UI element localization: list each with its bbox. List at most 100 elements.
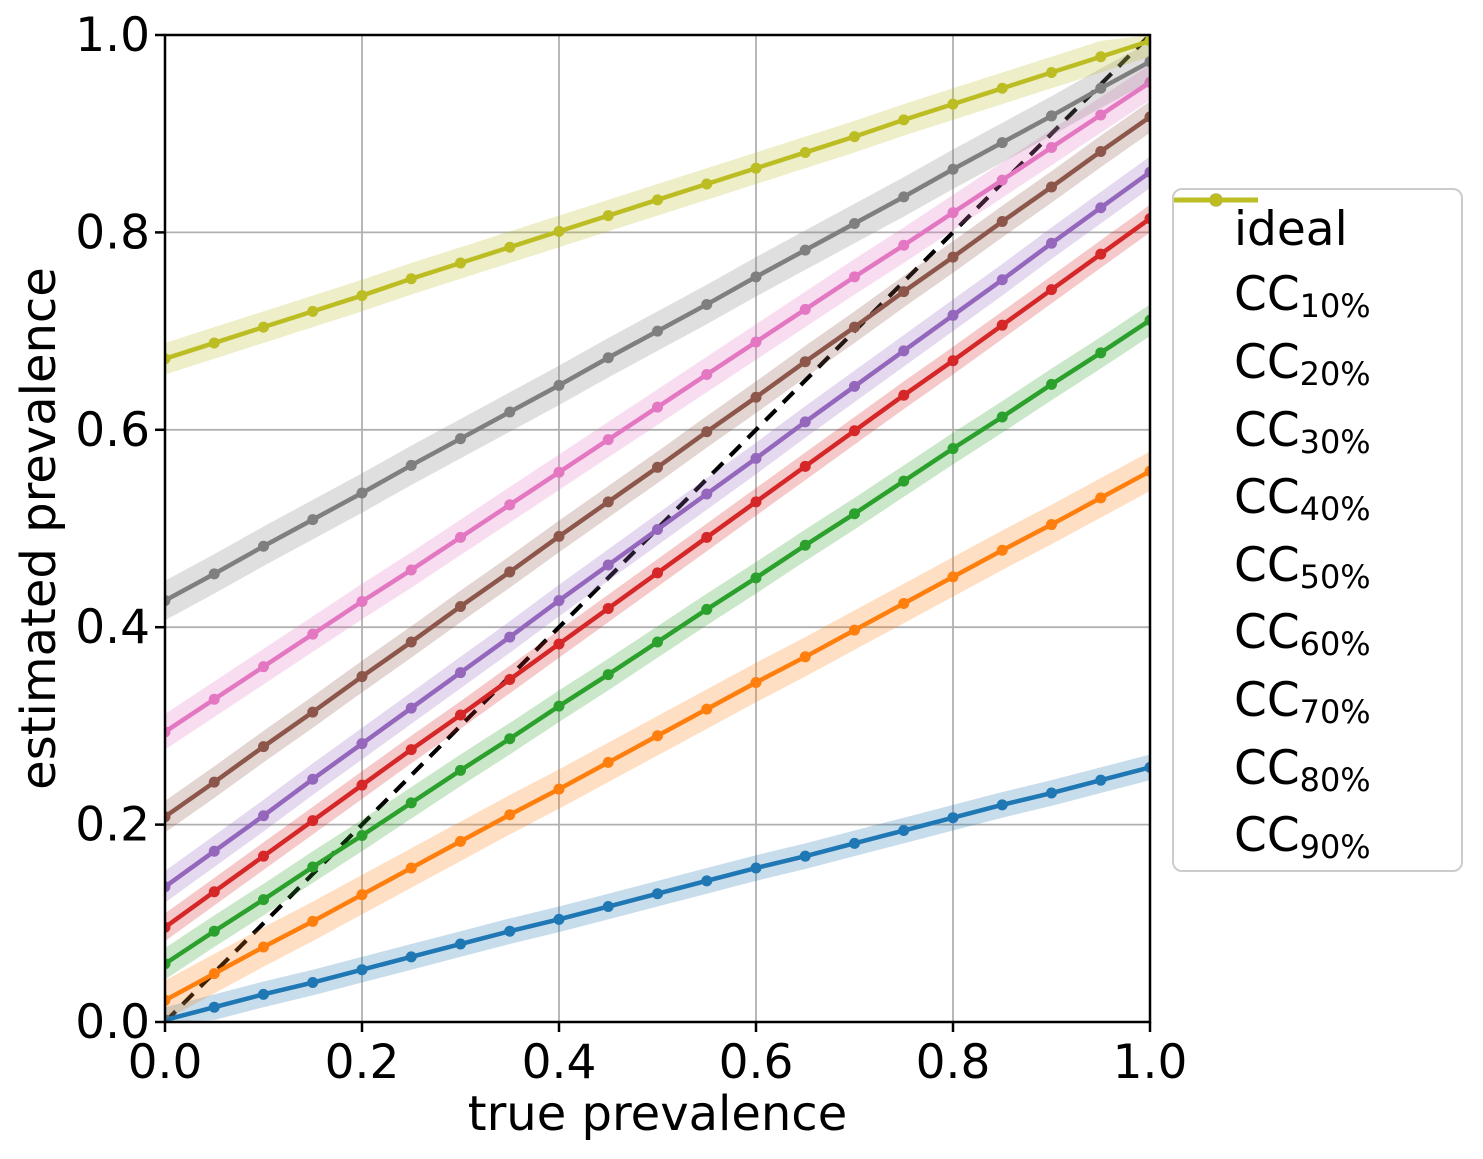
legend: ideal CC10% CC20% CC30% CC40% CC50% CC60% CC70%… xyxy=(1172,188,1463,872)
legend-row-cc-30pct: CC30% xyxy=(1174,193,1461,467)
marker-cc-20pct xyxy=(356,889,368,901)
marker-cc-40pct xyxy=(602,602,614,614)
y-tick-label: 0.6 xyxy=(75,403,150,458)
marker-cc-10pct xyxy=(652,888,663,900)
marker-cc-90pct xyxy=(652,194,663,206)
marker-cc-60pct xyxy=(258,741,269,753)
marker-cc-40pct xyxy=(405,744,417,756)
marker-cc-20pct xyxy=(504,809,516,821)
marker-cc-10pct xyxy=(947,812,959,824)
marker-cc-80pct xyxy=(898,191,910,203)
marker-cc-10pct xyxy=(405,951,417,963)
marker-cc-50pct xyxy=(1046,237,1057,249)
marker-cc-70pct xyxy=(504,499,516,511)
legend-row-cc-50pct: CC50% xyxy=(1174,193,1461,602)
marker-cc-70pct xyxy=(258,661,269,673)
marker-cc-40pct xyxy=(799,460,811,472)
marker-cc-50pct xyxy=(1095,202,1107,214)
marker-cc-70pct xyxy=(947,207,959,219)
legend-label-cc-30pct: CC30% xyxy=(1234,407,1371,459)
marker-cc-60pct xyxy=(947,251,959,263)
legend-label-subscript: 70% xyxy=(1299,692,1371,731)
marker-cc-30pct xyxy=(356,829,368,841)
legend-label-cc-20pct: CC20% xyxy=(1234,339,1371,391)
marker-cc-90pct xyxy=(849,131,860,143)
marker-cc-10pct xyxy=(1046,787,1057,799)
legend-label-main: CC xyxy=(1234,605,1300,661)
x-tick-label: 0.2 xyxy=(325,1035,400,1090)
marker-cc-30pct xyxy=(258,894,269,906)
marker-cc-10pct xyxy=(307,977,319,989)
marker-cc-40pct xyxy=(750,496,762,508)
marker-cc-70pct xyxy=(553,466,565,478)
marker-cc-50pct xyxy=(553,595,565,607)
marker-cc-10pct xyxy=(898,825,910,837)
x-tick-label: 0.4 xyxy=(522,1035,597,1090)
marker-cc-20pct xyxy=(1095,492,1107,504)
marker-cc-60pct xyxy=(165,811,171,823)
marker-cc-90pct xyxy=(996,82,1008,94)
marker-cc-30pct xyxy=(947,443,959,455)
y-tick-label: 0.2 xyxy=(75,798,150,853)
legend-row-cc-40pct: CC40% xyxy=(1174,193,1461,534)
marker-cc-70pct xyxy=(307,628,319,640)
marker-cc-70pct xyxy=(602,434,614,446)
x-tick-label: 0.6 xyxy=(719,1035,794,1090)
marker-cc-50pct xyxy=(750,452,762,464)
marker-cc-10pct xyxy=(165,1014,171,1022)
marker-cc-50pct xyxy=(652,523,663,535)
marker-cc-90pct xyxy=(307,305,319,317)
marker-cc-10pct xyxy=(849,837,860,849)
marker-cc-80pct xyxy=(405,459,417,471)
marker-cc-70pct xyxy=(455,531,466,543)
marker-cc-90pct xyxy=(356,290,368,302)
marker-cc-40pct xyxy=(849,425,860,437)
marker-cc-10pct xyxy=(701,875,713,887)
marker-cc-40pct xyxy=(356,779,368,791)
legend-label-cc-90pct: CC90% xyxy=(1234,812,1371,864)
marker-cc-10pct xyxy=(504,925,516,937)
legend-label-main: CC xyxy=(1234,402,1300,458)
legend-label-main: CC xyxy=(1234,470,1300,526)
y-tick-label: 0.8 xyxy=(75,205,150,260)
marker-cc-90pct xyxy=(405,273,417,285)
marker-cc-60pct xyxy=(1046,181,1057,193)
legend-label-cc-80pct: CC80% xyxy=(1234,745,1371,797)
marker-cc-60pct xyxy=(701,426,713,438)
marker-cc-50pct xyxy=(602,559,614,571)
marker-cc-70pct xyxy=(799,303,811,315)
marker-cc-70pct xyxy=(701,369,713,381)
marker-cc-80pct xyxy=(947,163,959,175)
marker-cc-10pct xyxy=(258,988,269,1000)
marker-cc-30pct xyxy=(165,958,171,970)
marker-cc-80pct xyxy=(799,244,811,256)
marker-cc-80pct xyxy=(356,487,368,499)
marker-cc-40pct xyxy=(947,355,959,367)
marker-cc-30pct xyxy=(405,797,417,809)
marker-cc-10pct xyxy=(750,862,762,874)
marker-cc-60pct xyxy=(602,496,614,508)
marker-cc-90pct xyxy=(947,98,959,110)
marker-cc-20pct xyxy=(307,915,319,927)
marker-cc-30pct xyxy=(996,411,1008,423)
x-axis-label: true prevalence xyxy=(468,1086,847,1142)
marker-cc-30pct xyxy=(504,733,516,745)
marker-cc-70pct xyxy=(652,401,663,413)
marker-cc-60pct xyxy=(1144,111,1150,123)
legend-row-cc-90pct: CC90% xyxy=(1174,193,1461,872)
legend-label-cc-70pct: CC70% xyxy=(1234,677,1371,729)
marker-cc-30pct xyxy=(652,636,663,648)
marker-cc-20pct xyxy=(602,756,614,768)
marker-cc-90pct xyxy=(799,146,811,158)
marker-cc-40pct xyxy=(1046,284,1057,296)
marker-cc-40pct xyxy=(996,319,1008,331)
marker-cc-80pct xyxy=(652,325,663,337)
marker-cc-50pct xyxy=(504,631,516,643)
marker-cc-90pct xyxy=(553,225,565,237)
x-tick-label: 0.8 xyxy=(916,1035,991,1090)
legend-label-subscript: 20% xyxy=(1299,355,1371,394)
marker-cc-30pct xyxy=(1046,378,1057,390)
marker-cc-10pct xyxy=(553,913,565,925)
legend-label-main: CC xyxy=(1234,740,1300,796)
